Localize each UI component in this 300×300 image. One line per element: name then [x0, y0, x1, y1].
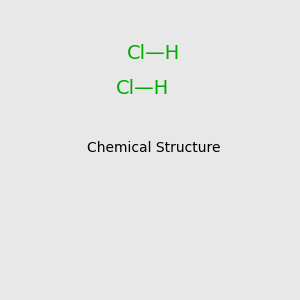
Text: Cl—H: Cl—H [116, 79, 169, 98]
Text: Cl—H: Cl—H [127, 44, 180, 63]
Text: Chemical Structure: Chemical Structure [87, 140, 220, 154]
